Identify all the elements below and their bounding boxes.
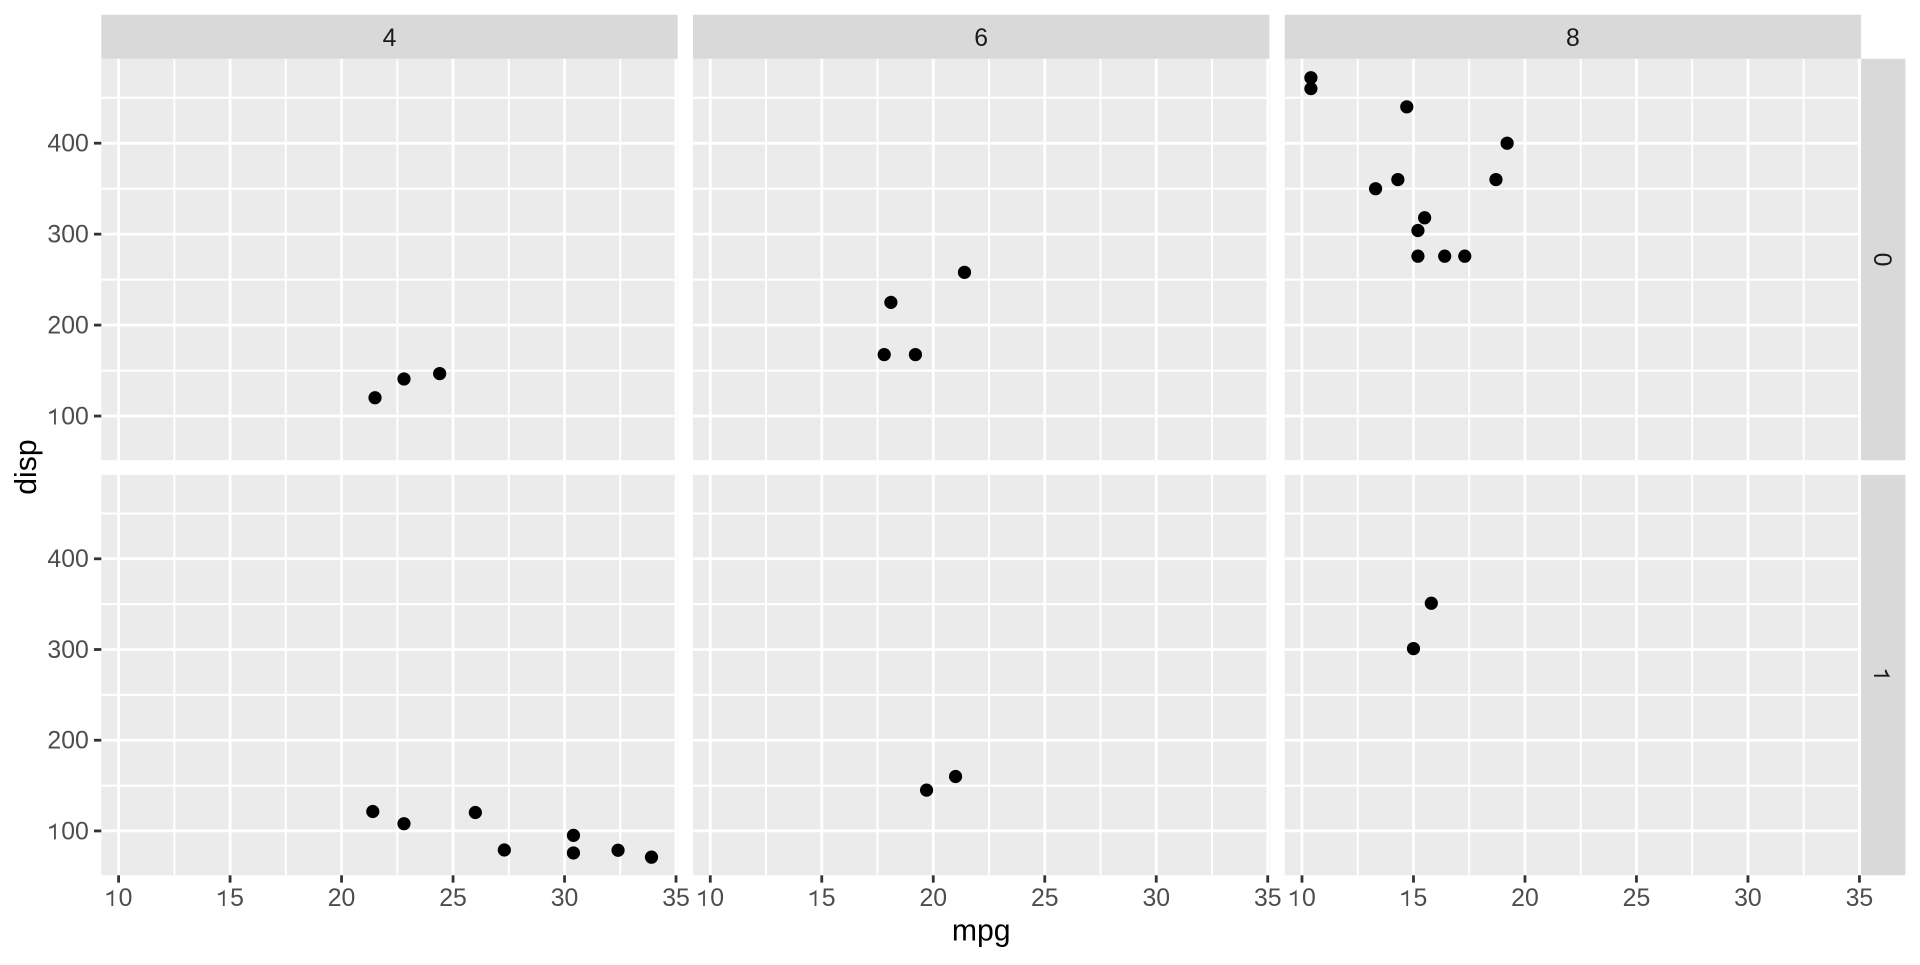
svg-text:300: 300 — [47, 637, 88, 664]
svg-text:20: 20 — [919, 885, 947, 912]
svg-text:30: 30 — [551, 885, 579, 912]
svg-text:00: 00 — [61, 403, 89, 430]
svg-text:0: 0 — [119, 885, 133, 912]
svg-text:5: 5 — [230, 885, 244, 912]
svg-text:25: 25 — [439, 885, 467, 912]
svg-text:400: 400 — [47, 131, 88, 158]
svg-text:5: 5 — [822, 885, 836, 912]
svg-text:20: 20 — [1511, 885, 1539, 912]
svg-text:4: 4 — [383, 25, 397, 52]
svg-text:200: 200 — [47, 728, 88, 755]
svg-text:0: 0 — [710, 885, 724, 912]
svg-text:30: 30 — [1142, 885, 1170, 912]
svg-text:20: 20 — [328, 885, 356, 912]
svg-text:400: 400 — [47, 546, 88, 573]
svg-text:00: 00 — [61, 818, 89, 845]
svg-text:35: 35 — [1254, 885, 1282, 912]
svg-text:disp: disp — [10, 439, 43, 494]
svg-text:6: 6 — [974, 25, 988, 52]
svg-text:35: 35 — [1846, 885, 1874, 912]
svg-text:300: 300 — [47, 222, 88, 249]
svg-text:5: 5 — [1413, 885, 1427, 912]
svg-text:0: 0 — [1302, 885, 1316, 912]
svg-text:200: 200 — [47, 313, 88, 340]
svg-text:mpg: mpg — [952, 915, 1011, 948]
svg-text:25: 25 — [1623, 885, 1651, 912]
svg-text:30: 30 — [1734, 885, 1762, 912]
svg-text:35: 35 — [662, 885, 690, 912]
svg-text:0: 0 — [1868, 253, 1895, 267]
svg-text:8: 8 — [1566, 25, 1580, 52]
svg-text:25: 25 — [1031, 885, 1059, 912]
